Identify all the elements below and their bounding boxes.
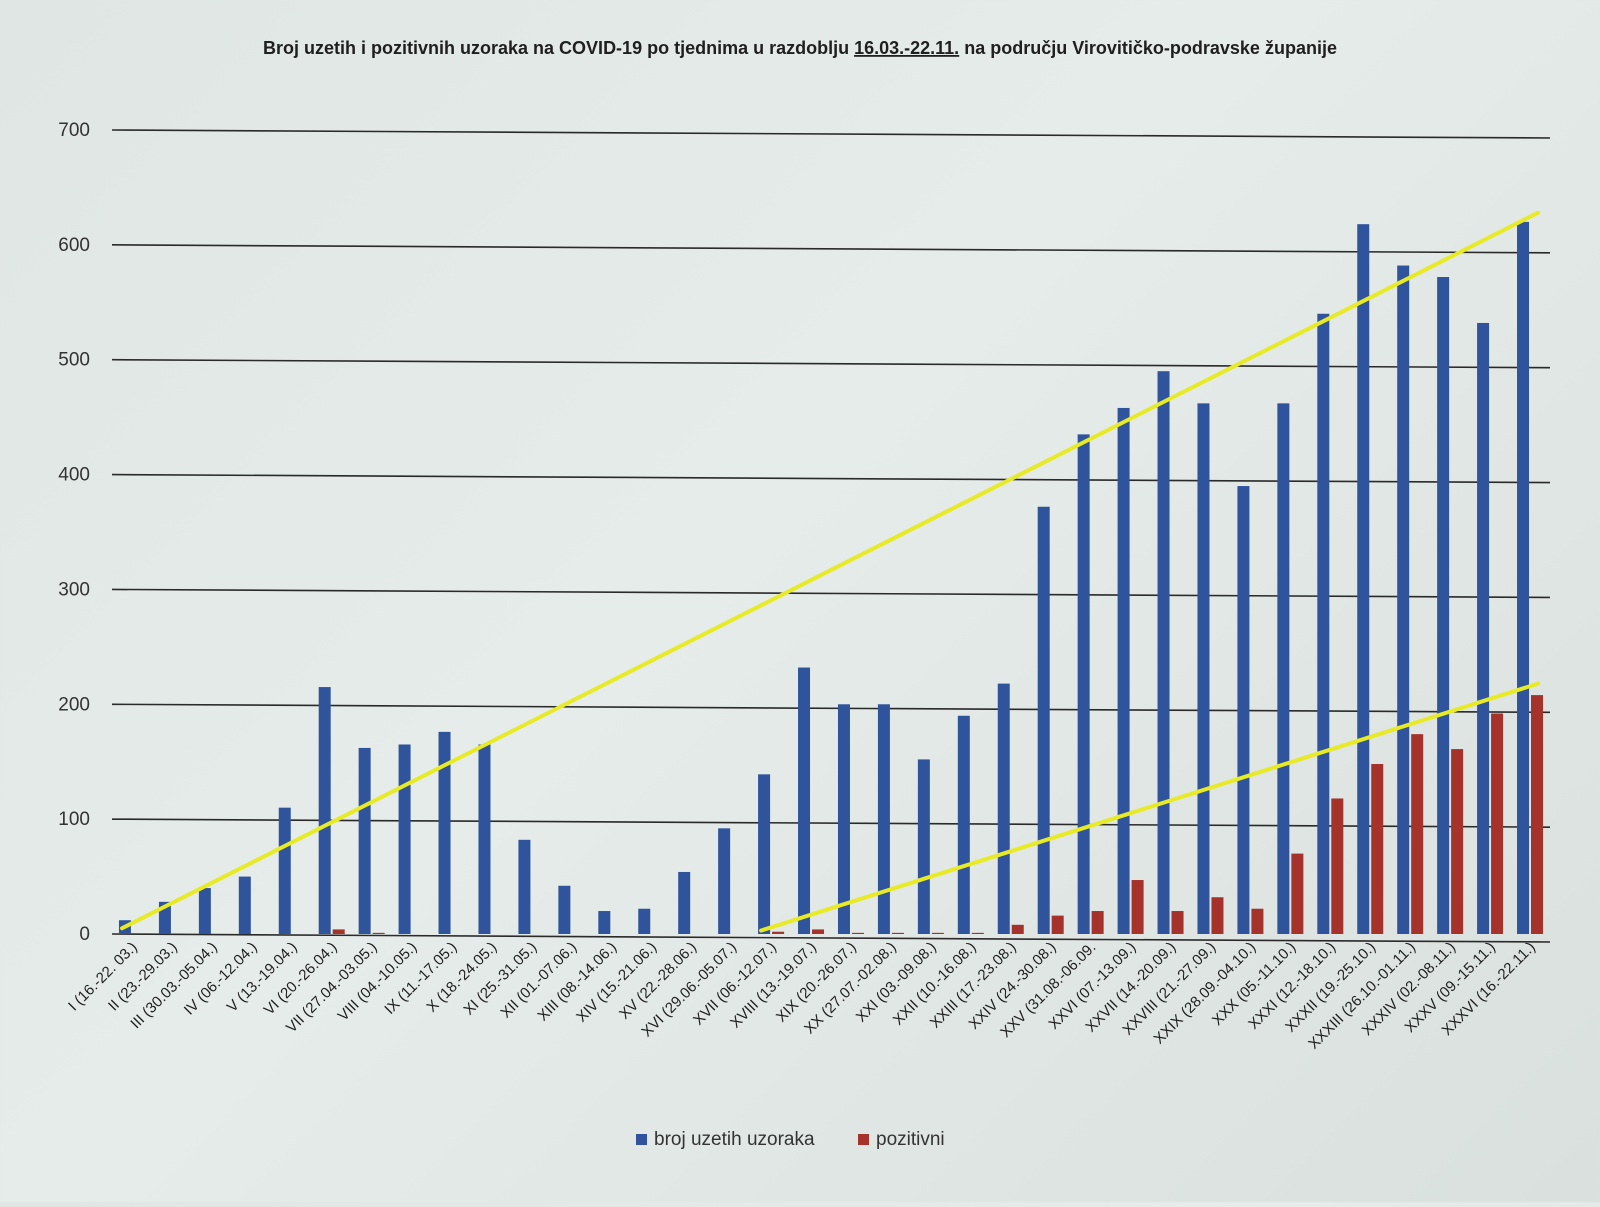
bar-samples [1317,313,1330,934]
bar-samples [198,888,211,934]
bar-samples [398,744,411,934]
bar-samples [1077,434,1090,934]
bar-positive [971,932,984,934]
bar-positive [851,932,864,934]
legend-label: pozitivni [876,1129,945,1150]
bar-positive [1451,749,1464,934]
bar-samples [1517,221,1530,934]
legend-label: broj uzetih uzoraka [654,1129,815,1150]
bar-samples [1397,265,1410,934]
bar-samples [438,731,451,934]
y-tick-label: 500 [58,350,90,371]
y-tick-label: 100 [58,809,90,830]
bar-positive [1411,734,1424,934]
bar-positive [1131,880,1144,934]
bar-positive [1011,924,1024,934]
chart-title: Broj uzetih i pozitivnih uzoraka na COVI… [263,38,1337,58]
bar-samples [598,911,611,934]
bar-samples [318,687,331,934]
bar-samples [1437,277,1450,934]
bar-samples [957,715,970,934]
bar-positive [1091,911,1104,934]
bar-positive [772,931,785,934]
gridline [111,818,1551,828]
bar-samples [877,704,890,934]
bar-samples [1197,403,1210,934]
bar-samples [1117,407,1130,934]
bar-positive [931,932,944,934]
bar-samples [1037,506,1050,934]
bar-positive [1051,915,1064,934]
y-tick-label: 0 [79,924,90,945]
bar-samples [917,759,930,934]
gridline [111,473,1551,484]
gridline [111,129,1551,139]
bar-samples [358,747,371,934]
bar-positive [1211,897,1224,934]
y-tick-label: 300 [58,579,90,600]
bar-samples [478,744,491,934]
gridline [111,588,1551,599]
gridline [111,244,1551,254]
legend-swatch [636,1134,647,1145]
x-tick-label: I (16.-22. 03.) [65,939,141,1015]
legend: broj uzetih uzoraka pozitivni [636,1129,945,1150]
gridlines [111,129,1551,943]
bar-samples [1357,224,1370,934]
bar-positive [1171,911,1184,934]
y-tick-label: 600 [58,235,90,256]
gridline [111,703,1551,714]
bar-positive [332,929,345,934]
bar-samples [997,683,1010,934]
bar-samples [798,667,811,934]
bar-samples [278,807,291,934]
trendlines [119,210,1541,933]
bar-samples [758,774,771,934]
trendline [759,681,1541,933]
gridline [111,933,1551,943]
legend-swatch [858,1134,869,1145]
gridline [111,358,1551,369]
bar-samples [638,908,651,934]
bar-samples [1477,322,1490,935]
bar-positive [891,932,904,934]
y-tick-label: 700 [58,120,90,141]
bar-samples [238,876,251,934]
bar-positive [1331,798,1344,934]
bar-samples [558,885,571,934]
bar-samples [837,704,850,934]
y-tick-label: 200 [58,694,90,715]
bar-samples [1157,371,1170,934]
bar-samples [1277,403,1290,934]
chart-title-range: 16.03.-22.11. [854,38,959,58]
bar-positive [812,929,825,934]
chart-title-tail: na području Virovitičko-podravske župani… [964,38,1337,58]
bar-positive [1531,695,1544,934]
bar-positive [372,932,385,934]
bar-samples [518,839,531,934]
bar-samples [718,828,731,934]
bar-positive [1491,713,1504,934]
bar-samples [678,871,691,934]
trendline [119,210,1541,931]
x-axis-ticks: I (16.-22. 03.)II (23.-29.03.)III (30.03… [65,939,1539,1053]
chart-title-main: Broj uzetih i pozitivnih uzoraka na COVI… [263,38,849,58]
bar-positive [1251,908,1264,934]
y-tick-label: 400 [58,465,90,486]
y-axis-ticks: 0 100 200 300 400 500 600 700 [58,120,90,945]
bars [118,221,1544,935]
bar-positive [1291,853,1304,934]
bar-positive [1371,764,1384,934]
bar-samples [1237,486,1250,934]
